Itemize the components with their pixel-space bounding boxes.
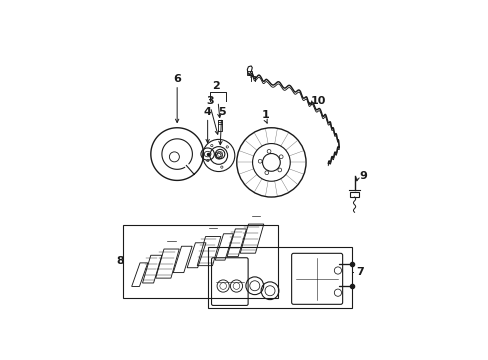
Text: 9: 9 [358,171,366,181]
Text: 10: 10 [310,96,325,107]
Text: 5: 5 [217,108,225,117]
Text: 6: 6 [173,74,181,84]
Bar [123,225,278,298]
Text: 2: 2 [212,81,220,91]
Bar [350,192,358,197]
Bar [207,247,351,308]
Text: 7: 7 [355,267,363,277]
Text: 1: 1 [262,110,269,120]
Text: 3: 3 [206,96,214,107]
Text: 4: 4 [203,108,211,117]
Text: 8: 8 [116,256,123,266]
